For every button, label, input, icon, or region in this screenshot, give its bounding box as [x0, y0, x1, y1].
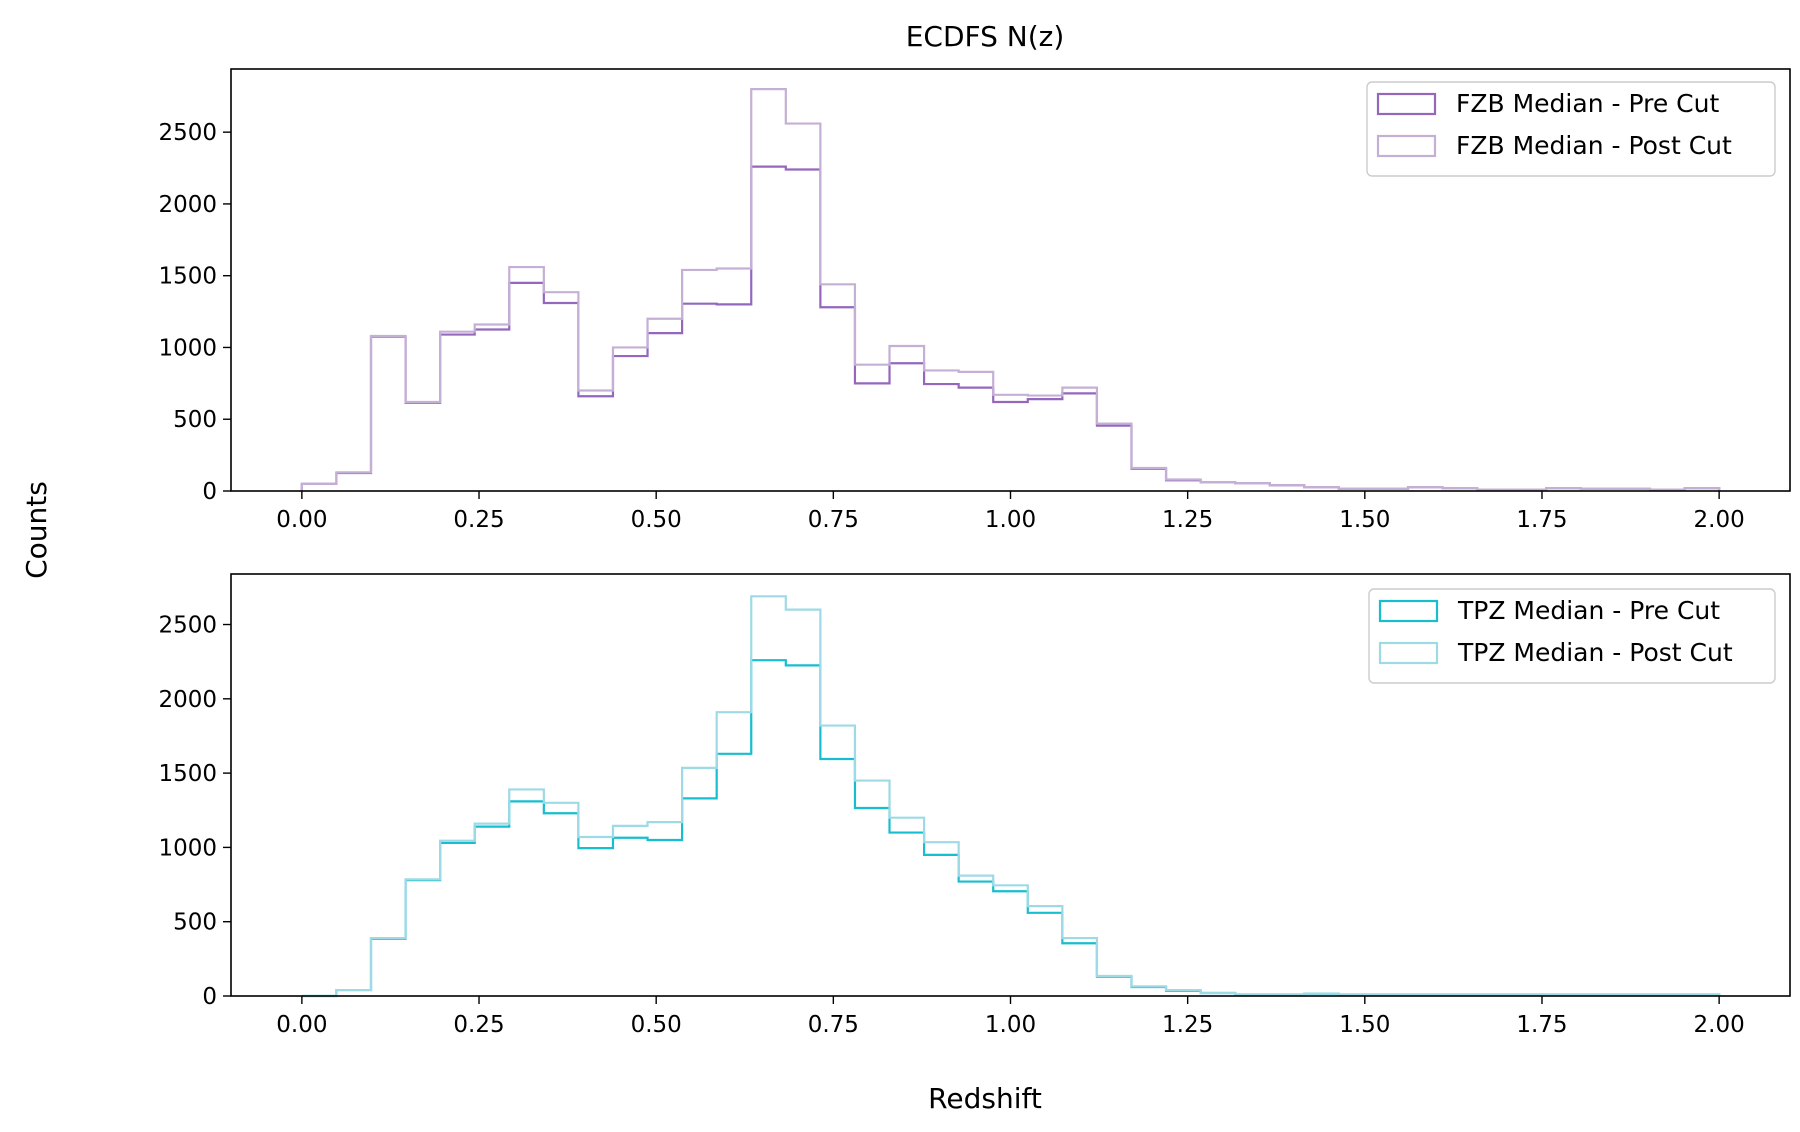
series-step-line-1	[300, 165, 1721, 491]
legend-box	[1368, 588, 1776, 684]
x-tick-label: 0.25	[453, 1012, 504, 1038]
x-tick-label: 1.00	[985, 507, 1036, 533]
y-tick-label: 2500	[158, 120, 217, 146]
bottom-panel: 0.00 0.25 0.50 0.75 1.00 1.25 1.50 1.75 2.00 0 500…	[158, 573, 1791, 1038]
y-tick-label: 1000	[158, 835, 217, 861]
y-tick-label: 2000	[158, 687, 217, 713]
x-tick-label: 1.25	[1162, 507, 1213, 533]
x-tick-label: 1.75	[1516, 1012, 1567, 1038]
x-tick-label: 1.00	[985, 1012, 1036, 1038]
legend-swatch	[1376, 134, 1437, 158]
legend-label: FZB Median - Post Cut	[1456, 131, 1732, 160]
legend-label: TPZ Median - Post Cut	[1457, 638, 1733, 667]
legend-box	[1366, 81, 1776, 177]
y-tick-label: 500	[173, 910, 217, 936]
x-tick-label: 0.25	[453, 507, 504, 533]
x-tick-label: 2.00	[1694, 507, 1745, 533]
y-tick-label: 0	[202, 984, 217, 1010]
figure-title: ECDFS N(z)	[906, 20, 1065, 53]
x-tick-label: 1.50	[1339, 1012, 1390, 1038]
x-tick-label: 0.00	[276, 507, 327, 533]
y-tick-label: 500	[173, 407, 217, 433]
legend-swatch	[1376, 92, 1437, 116]
y-tick-label: 0	[202, 479, 217, 505]
y-axis-label: Counts	[20, 481, 53, 579]
y-tick-label: 1500	[158, 264, 217, 290]
x-tick-label: 1.50	[1339, 507, 1390, 533]
series-step-line-2	[301, 595, 1721, 998]
x-tick-label: 2.00	[1694, 1012, 1745, 1038]
y-tick-label: 1500	[158, 761, 217, 787]
legend: TPZ Median - Pre Cut TPZ Median - Post Cu…	[1368, 588, 1776, 684]
legend-label: TPZ Median - Pre Cut	[1457, 596, 1720, 625]
x-tick-label: 0.00	[276, 1012, 327, 1038]
x-tick-label: 0.75	[808, 507, 859, 533]
top-panel: 0.00 0.25 0.50 0.75 1.00 1.25 1.50 1.75 2.00 0 500…	[158, 68, 1791, 533]
x-tick-label: 0.50	[631, 507, 682, 533]
y-tick-label: 1000	[158, 335, 217, 361]
series-step-line-2	[300, 88, 1721, 491]
legend-label: FZB Median - Pre Cut	[1456, 89, 1719, 118]
series-step-line-1	[301, 659, 1721, 998]
x-tick-label: 1.75	[1516, 507, 1567, 533]
x-tick-label: 0.75	[808, 1012, 859, 1038]
legend: FZB Median - Pre Cut FZB Median - Post Cu…	[1366, 81, 1776, 177]
x-tick-label: 1.25	[1162, 1012, 1213, 1038]
y-tick-label: 2500	[158, 613, 217, 639]
legend-swatch	[1378, 599, 1439, 623]
x-axis-label: Redshift	[928, 1082, 1042, 1115]
x-tick-label: 0.50	[631, 1012, 682, 1038]
legend-swatch	[1378, 641, 1439, 665]
y-tick-label: 2000	[158, 192, 217, 218]
